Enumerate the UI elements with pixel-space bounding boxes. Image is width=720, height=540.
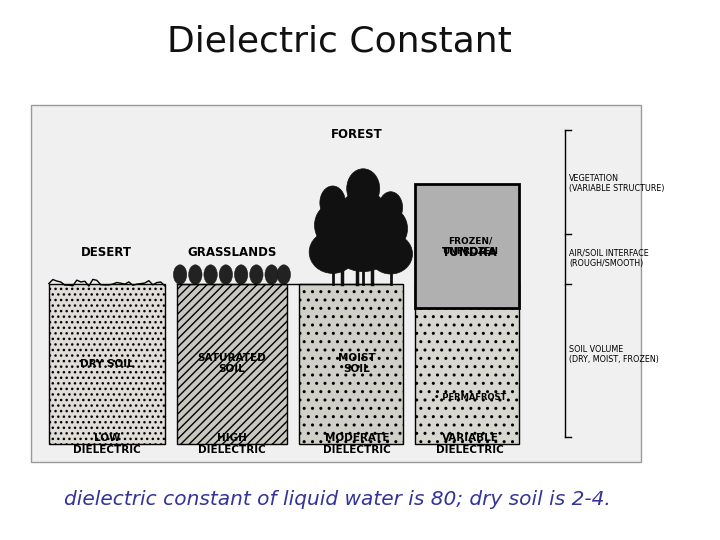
Ellipse shape bbox=[250, 265, 263, 285]
Text: VARIABLE
DIELECTRIC: VARIABLE DIELECTRIC bbox=[436, 433, 504, 455]
Ellipse shape bbox=[189, 265, 202, 285]
Text: DESERT: DESERT bbox=[81, 246, 132, 259]
Ellipse shape bbox=[347, 169, 379, 208]
Text: AIR/SOIL INTERFACE
(ROUGH/SMOOTH): AIR/SOIL INTERFACE (ROUGH/SMOOTH) bbox=[569, 249, 649, 268]
Text: SATURATED
SOIL: SATURATED SOIL bbox=[197, 353, 266, 375]
Text: SOIL VOLUME
(DRY, MOIST, FROZEN): SOIL VOLUME (DRY, MOIST, FROZEN) bbox=[569, 345, 659, 364]
Text: DRY SOIL: DRY SOIL bbox=[80, 359, 134, 369]
Text: FOREST: FOREST bbox=[331, 128, 383, 141]
Text: HIGH
DIELECTRIC: HIGH DIELECTRIC bbox=[198, 433, 266, 455]
Ellipse shape bbox=[265, 265, 279, 285]
Bar bbox=[299, 284, 403, 444]
Text: TUNDRA: TUNDRA bbox=[442, 246, 498, 259]
Ellipse shape bbox=[333, 221, 393, 272]
Bar bbox=[49, 284, 165, 444]
Text: Dielectric Constant: Dielectric Constant bbox=[167, 24, 511, 58]
Text: MODERATE
DIELECTRIC: MODERATE DIELECTRIC bbox=[323, 433, 391, 455]
Ellipse shape bbox=[340, 190, 387, 240]
Text: GRASSLANDS: GRASSLANDS bbox=[187, 246, 276, 259]
Text: FROZEN/
UNFROZEN: FROZEN/ UNFROZEN bbox=[442, 237, 498, 256]
Ellipse shape bbox=[315, 204, 351, 247]
Ellipse shape bbox=[374, 208, 408, 249]
Ellipse shape bbox=[204, 265, 217, 285]
Text: VEGETATION
(VARIABLE STRUCTURE): VEGETATION (VARIABLE STRUCTURE) bbox=[569, 174, 665, 193]
Ellipse shape bbox=[235, 265, 248, 285]
Text: MOIST
SOIL: MOIST SOIL bbox=[338, 353, 376, 375]
Ellipse shape bbox=[174, 265, 186, 285]
Bar bbox=[415, 184, 519, 308]
Ellipse shape bbox=[219, 265, 233, 285]
Ellipse shape bbox=[277, 265, 291, 285]
Ellipse shape bbox=[379, 192, 402, 224]
Ellipse shape bbox=[369, 234, 413, 274]
Ellipse shape bbox=[320, 186, 346, 220]
Bar bbox=[415, 284, 519, 444]
Bar bbox=[177, 284, 287, 444]
Ellipse shape bbox=[309, 231, 356, 273]
Text: dielectric constant of liquid water is 80; dry soil is 2-4.: dielectric constant of liquid water is 8… bbox=[64, 490, 611, 509]
Text: • PERMAFROST: • PERMAFROST bbox=[434, 393, 506, 402]
Bar bbox=[30, 105, 641, 462]
Text: LOW
DIELECTRIC: LOW DIELECTRIC bbox=[73, 433, 140, 455]
